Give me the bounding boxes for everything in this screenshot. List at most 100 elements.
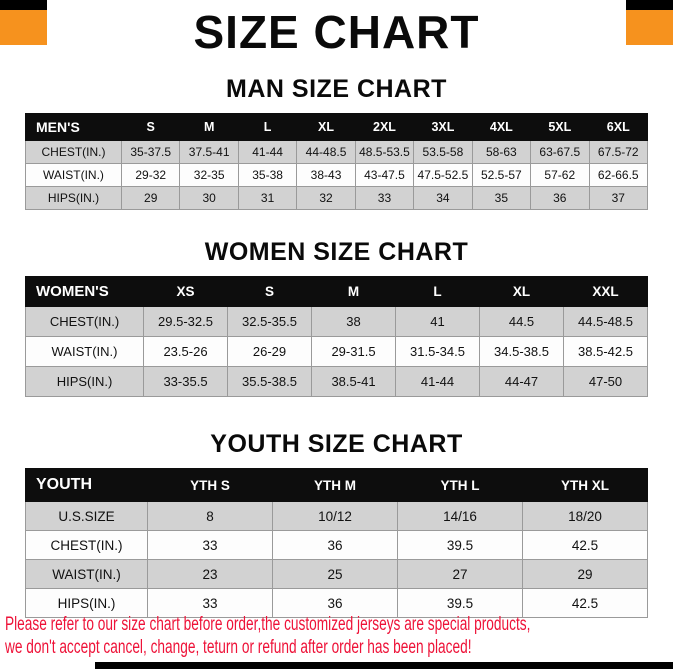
size-column-header: 2XL	[354, 113, 415, 141]
table-title-cell: MEN'S	[25, 113, 122, 141]
size-value-cell: 58-63	[471, 140, 532, 164]
size-value-cell: 42.5	[522, 588, 648, 618]
size-value-cell: 67.5-72	[588, 140, 648, 164]
size-value-cell: 14/16	[397, 501, 523, 531]
corner-orange-square	[0, 10, 47, 45]
measurement-row: CHEST(IN.) 35-37.5 37.5-41 41-44 44-48.5 48.5…	[25, 140, 648, 164]
corner-decoration-right	[626, 0, 673, 45]
footer-notice-line: Please refer to our size chart before or…	[5, 614, 531, 635]
women-section-title: WOMEN SIZE CHART	[204, 238, 469, 266]
size-column-header: L	[395, 276, 480, 307]
size-value-cell: 29.5-32.5	[143, 306, 228, 337]
size-value-cell: 36	[272, 530, 398, 560]
size-column-header: L	[237, 113, 298, 141]
footer-notice-line: we don't accept cancel, change, teturn o…	[5, 637, 472, 658]
size-value-cell: 33	[354, 186, 415, 210]
measurement-row: HIPS(IN.) 33 36 39.5 42.5	[25, 588, 648, 618]
size-column-header: M	[311, 276, 396, 307]
size-column-header: XL	[296, 113, 356, 141]
measurement-row: CHEST(IN.) 29.5-32.5 32.5-35.5 38 41 44.5 44.5…	[25, 306, 648, 337]
size-value-cell: 37.5-41	[179, 140, 239, 164]
men-section-title: MAN SIZE CHART	[226, 75, 447, 103]
measurement-label-cell: CHEST(IN.)	[25, 140, 122, 164]
size-value-cell: 18/20	[522, 501, 648, 531]
size-value-cell: 38-43	[296, 163, 356, 187]
header-row: WOMEN'S XS S M L XL XXL	[25, 276, 648, 307]
size-value-cell: 38.5-42.5	[563, 336, 648, 367]
size-value-cell: 34	[413, 186, 473, 210]
size-value-cell: 26-29	[227, 336, 312, 367]
men-size-section: MAN SIZE CHART MEN'S S M L XL 2XL 3XL 4XL 5XL 6XL…	[0, 75, 673, 210]
size-value-cell: 35	[471, 186, 532, 210]
size-column-header: XL	[479, 276, 564, 307]
size-value-cell: 31	[237, 186, 298, 210]
measurement-label-cell: CHEST(IN.)	[25, 306, 144, 337]
size-value-cell: 38	[311, 306, 396, 337]
measurement-label-cell: WAIST(IN.)	[25, 163, 122, 187]
size-value-cell: 48.5-53.5	[354, 140, 415, 164]
size-value-cell: 36	[272, 588, 398, 618]
size-value-cell: 35.5-38.5	[227, 366, 312, 397]
table-title-cell: WOMEN'S	[25, 276, 144, 307]
size-value-cell: 39.5	[397, 530, 523, 560]
measurement-label-cell: HIPS(IN.)	[25, 366, 144, 397]
size-column-header: S	[120, 113, 181, 141]
bottom-border-bar	[95, 662, 673, 669]
measurement-row: CHEST(IN.) 33 36 39.5 42.5	[25, 530, 648, 560]
size-column-header: 6XL	[588, 113, 648, 141]
measurement-label-cell: HIPS(IN.)	[25, 186, 122, 210]
size-column-header: 4XL	[471, 113, 532, 141]
size-value-cell: 41-44	[395, 366, 480, 397]
size-column-header: YTH L	[397, 468, 523, 502]
size-value-cell: 33	[147, 530, 273, 560]
header-row: YOUTH YTH S YTH M YTH L YTH XL	[25, 468, 648, 502]
size-value-cell: 44.5-48.5	[563, 306, 648, 337]
size-value-cell: 44-47	[479, 366, 564, 397]
size-column-header: YTH S	[147, 468, 273, 502]
page-title: SIZE CHART	[193, 6, 480, 58]
size-column-header: M	[179, 113, 239, 141]
women-size-table: WOMEN'S XS S M L XL XXL CHEST(IN.) 29.5-32.5 32.5…	[25, 276, 648, 397]
size-value-cell: 41-44	[237, 140, 298, 164]
measurement-row: WAIST(IN.) 29-32 32-35 35-38 38-43 43-47.5 47.…	[25, 163, 648, 187]
size-column-header: 5XL	[530, 113, 590, 141]
size-value-cell: 27	[397, 559, 523, 589]
measurement-label-cell: CHEST(IN.)	[25, 530, 148, 560]
corner-black-bar	[0, 0, 47, 10]
table-title-cell: YOUTH	[25, 468, 148, 502]
measurement-label-cell: WAIST(IN.)	[25, 559, 148, 589]
women-size-section: WOMEN SIZE CHART WOMEN'S XS S M L XL XXL CHEST(…	[0, 238, 673, 397]
size-value-cell: 52.5-57	[471, 163, 532, 187]
size-value-cell: 35-37.5	[120, 140, 181, 164]
size-value-cell: 10/12	[272, 501, 398, 531]
measurement-row: WAIST(IN.) 23 25 27 29	[25, 559, 648, 589]
size-value-cell: 33-35.5	[143, 366, 228, 397]
corner-orange-square	[626, 10, 673, 45]
size-value-cell: 47.5-52.5	[413, 163, 473, 187]
size-value-cell: 44-48.5	[296, 140, 356, 164]
youth-size-table: YOUTH YTH S YTH M YTH L YTH XL U.S.SIZE 8 10/12…	[25, 468, 648, 618]
measurement-row: U.S.SIZE 8 10/12 14/16 18/20	[25, 501, 648, 531]
size-column-header: YTH M	[272, 468, 398, 502]
measurement-label-cell: HIPS(IN.)	[25, 588, 148, 618]
size-value-cell: 39.5	[397, 588, 523, 618]
size-value-cell: 32.5-35.5	[227, 306, 312, 337]
size-value-cell: 38.5-41	[311, 366, 396, 397]
measurement-row: HIPS(IN.) 33-35.5 35.5-38.5 38.5-41 41-44 44-…	[25, 366, 648, 397]
men-size-table: MEN'S S M L XL 2XL 3XL 4XL 5XL 6XL CHEST(IN.) 35-37…	[25, 113, 648, 210]
size-value-cell: 42.5	[522, 530, 648, 560]
size-column-header: XXL	[563, 276, 648, 307]
size-value-cell: 47-50	[563, 366, 648, 397]
measurement-row: HIPS(IN.) 29 30 31 32 33 34 35 36 37	[25, 186, 648, 210]
size-value-cell: 62-66.5	[588, 163, 648, 187]
size-column-header: YTH XL	[522, 468, 648, 502]
footer-notice: Please refer to our size chart before or…	[5, 613, 667, 659]
size-value-cell: 57-62	[530, 163, 590, 187]
size-value-cell: 30	[179, 186, 239, 210]
size-value-cell: 23.5-26	[143, 336, 228, 367]
size-value-cell: 29	[120, 186, 181, 210]
header-row: MEN'S S M L XL 2XL 3XL 4XL 5XL 6XL	[25, 113, 648, 141]
size-value-cell: 36	[530, 186, 590, 210]
size-column-header: XS	[143, 276, 228, 307]
corner-black-bar	[626, 0, 673, 10]
